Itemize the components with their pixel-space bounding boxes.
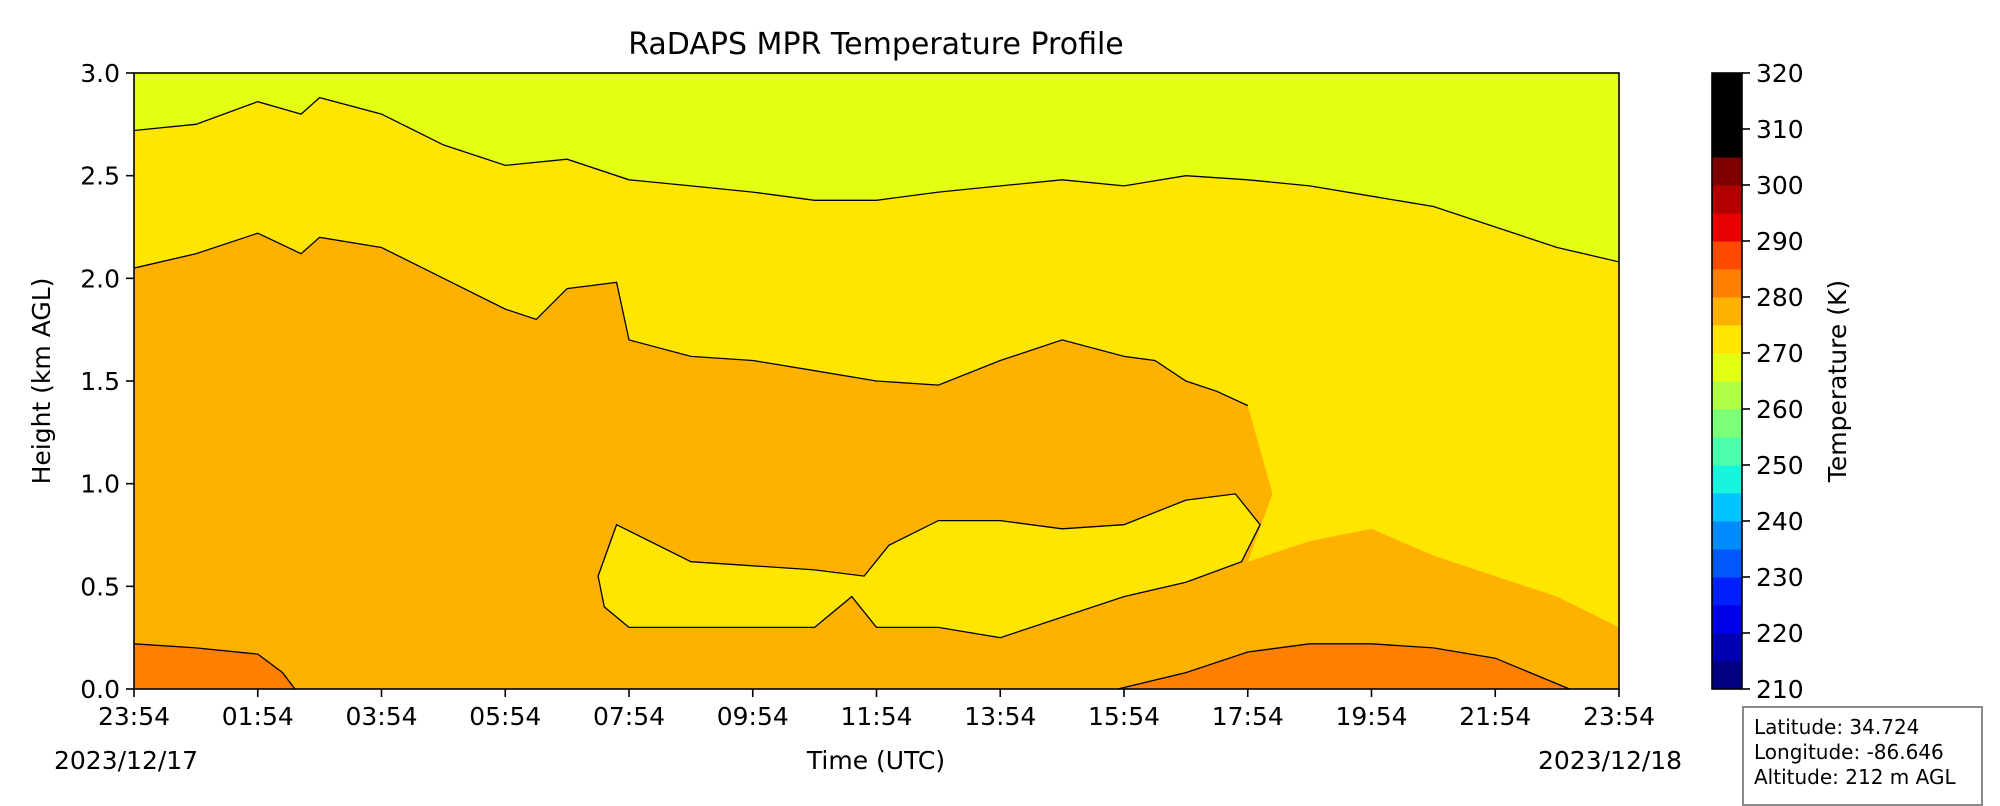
warm-layer-start	[134, 643, 295, 689]
x-tick-label: 03:54	[345, 702, 417, 731]
x-tick-label: 21:54	[1459, 702, 1531, 731]
contour-line	[597, 493, 1261, 639]
colorbar-tick-label: 320	[1756, 59, 1804, 88]
x-tick-label: 11:54	[840, 702, 912, 731]
colorbar-bin	[1712, 633, 1742, 662]
colorbar: 210 220 230 240 250 260 270 280 290 300 310 320	[1711, 59, 1804, 704]
colorbar-bin	[1712, 493, 1742, 522]
end-date-label: 2023/12/18	[1538, 746, 1682, 775]
colorbar-bin	[1712, 661, 1742, 690]
y-axis-label: Height (km AGL)	[27, 278, 56, 485]
contour-line	[134, 232, 1249, 407]
colorbar-bin	[1712, 129, 1742, 158]
colorbar-tick-label: 280	[1756, 283, 1804, 312]
y-tick-label: 1.5	[80, 367, 120, 396]
y-tick-label: 2.5	[80, 162, 120, 191]
colorbar-bin	[1712, 297, 1742, 326]
contour-line	[134, 96, 1619, 263]
colorbar-tick-label: 290	[1756, 227, 1804, 256]
colorbar-tick-label: 250	[1756, 451, 1804, 480]
colorbar-bin	[1712, 465, 1742, 494]
colorbar-tick-label: 220	[1756, 619, 1804, 648]
x-tick-label: 17:54	[1212, 702, 1284, 731]
colorbar-bin	[1712, 549, 1742, 578]
x-tick-label: 15:54	[1088, 702, 1160, 731]
colorbar-bin	[1712, 269, 1742, 298]
warm-layer-end	[1117, 643, 1570, 689]
y-tick-label: 1.0	[80, 470, 120, 499]
y-tick-label: 3.0	[80, 59, 120, 88]
contour-lines	[134, 96, 1619, 689]
longitude-text: Longitude: -86.646	[1754, 740, 1944, 764]
colorbar-tick-label: 210	[1756, 675, 1804, 704]
band-275-280	[134, 233, 1619, 689]
y-tick-label: 0.0	[80, 675, 120, 704]
colorbar-bin	[1712, 101, 1742, 130]
y-axis: 0.0 0.5 1.0 1.5 2.0 2.5 3.0	[80, 59, 134, 704]
x-tick-label: 19:54	[1335, 702, 1407, 731]
y-tick-label: 2.0	[80, 264, 120, 293]
band-265-270	[134, 73, 1619, 262]
latitude-text: Latitude: 34.724	[1754, 715, 1920, 739]
y-tick-label: 0.5	[80, 572, 120, 601]
colorbar-bin	[1712, 185, 1742, 214]
contour-line	[134, 643, 296, 689]
x-tick-label: 23:54	[1583, 702, 1655, 731]
colorbar-bin	[1712, 521, 1742, 550]
colorbar-bin	[1712, 353, 1742, 382]
colorbar-bin	[1712, 605, 1742, 634]
colorbar-tick-label: 260	[1756, 395, 1804, 424]
altitude-text: Altitude: 212 m AGL	[1754, 765, 1956, 789]
chart-title: RaDAPS MPR Temperature Profile	[628, 27, 1124, 62]
x-axis-label: Time (UTC)	[806, 746, 945, 775]
station-info-box: Latitude: 34.724 Longitude: -86.646 Alti…	[1742, 706, 1983, 806]
x-tick-label: 01:54	[222, 702, 294, 731]
colorbar-tick-label: 270	[1756, 339, 1804, 368]
colorbar-frame	[1711, 72, 1743, 690]
colorbar-bin	[1712, 381, 1742, 410]
colorbar-bin	[1712, 409, 1742, 438]
x-tick-label: 07:54	[593, 702, 665, 731]
x-tick-label: 09:54	[717, 702, 789, 731]
colorbar-bin	[1712, 437, 1742, 466]
colorbar-bin	[1712, 325, 1742, 354]
contour-line	[1117, 643, 1570, 689]
x-tick-label: 13:54	[964, 702, 1036, 731]
colorbar-tick-label: 240	[1756, 507, 1804, 536]
x-tick-label: 23:54	[98, 702, 170, 731]
colorbar-bin	[1712, 213, 1742, 242]
colorbar-tick-label: 310	[1756, 115, 1804, 144]
x-tick-label: 05:54	[469, 702, 541, 731]
x-axis: 23:54 01:54 03:54 05:54 07:54 09:54 11:54 13:54…	[98, 689, 1655, 731]
cool-pocket	[598, 493, 1261, 638]
colorbar-bin	[1712, 241, 1742, 270]
colorbar-tick-label: 300	[1756, 171, 1804, 200]
colorbar-label: Temperature (K)	[1823, 280, 1852, 483]
start-date-label: 2023/12/17	[54, 746, 198, 775]
colorbar-bin	[1712, 157, 1742, 186]
colorbar-tick-label: 230	[1756, 563, 1804, 592]
heatmap-field	[134, 73, 1619, 689]
colorbar-bin	[1712, 73, 1742, 102]
colorbar-bin	[1712, 577, 1742, 606]
